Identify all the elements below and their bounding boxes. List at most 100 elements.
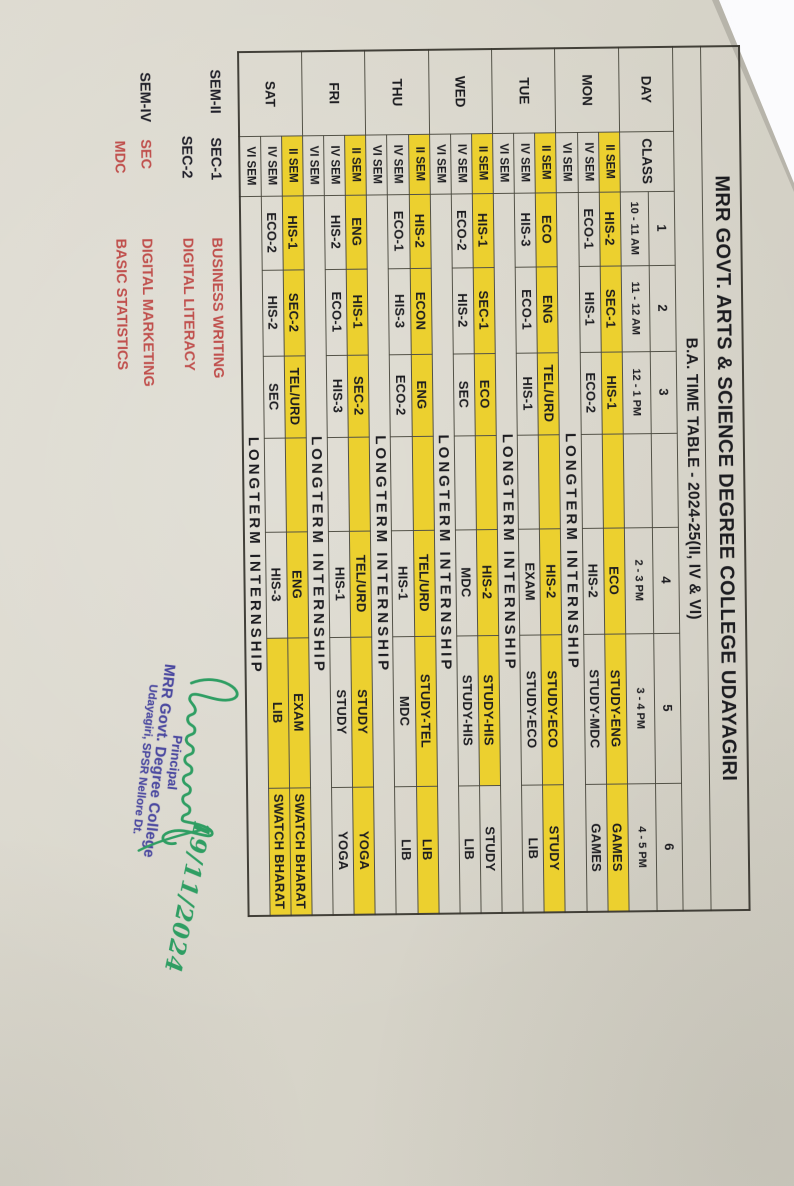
subject-cell: LIB bbox=[266, 637, 290, 788]
subject-cell: ENG bbox=[536, 266, 559, 353]
subject-cell: ECO-2 bbox=[579, 351, 602, 434]
subject-cell: ENG bbox=[286, 531, 309, 638]
sem-label: II SEM bbox=[534, 132, 557, 193]
subject-cell: SEC bbox=[262, 355, 286, 438]
lunch-gap-cell bbox=[580, 433, 604, 528]
subject-cell: ECO bbox=[603, 527, 626, 634]
period-number: 4 bbox=[652, 526, 680, 634]
note-sem-label: SEM-IV bbox=[136, 72, 153, 123]
sem-label: IV SEM bbox=[323, 134, 346, 196]
sem-label: II SEM bbox=[344, 134, 367, 195]
note-subject: BUSINESS WRITING bbox=[208, 237, 227, 379]
sem-label: VI SEM bbox=[429, 133, 452, 194]
sem-label: II SEM bbox=[281, 135, 304, 196]
subject-cell: MDC bbox=[455, 529, 478, 636]
subject-cell: HIS-1 bbox=[600, 351, 624, 434]
subject-cell: SEC-1 bbox=[473, 267, 496, 354]
day-name: WED bbox=[428, 49, 493, 134]
rotated-document: MRR GOVT. ARTS & SCIENCE DEGREE COLLEGE … bbox=[80, 45, 751, 975]
subject-cell: HIS-2 bbox=[581, 527, 605, 634]
subject-cell: LIB bbox=[394, 786, 418, 915]
subject-cell: HIS-2 bbox=[452, 267, 475, 354]
period-time: 12 - 1 PM bbox=[622, 351, 652, 434]
class-header: CLASS bbox=[619, 130, 675, 192]
subject-cell: HIS-2 bbox=[408, 193, 431, 269]
subject-cell: HIS-2 bbox=[324, 194, 347, 270]
subject-cell: GAMES bbox=[585, 783, 608, 913]
lunch-gap-cell bbox=[411, 435, 435, 531]
subject-cell: HIS-2 bbox=[261, 269, 285, 356]
subject-cell: ECO bbox=[535, 192, 558, 267]
subject-cell: ECO-1 bbox=[515, 266, 538, 353]
subject-cell: STUDY-HIS bbox=[456, 635, 480, 786]
day-name: TUE bbox=[491, 48, 556, 134]
sem-label: VI SEM bbox=[492, 132, 515, 194]
subject-cell: EXAM bbox=[287, 637, 311, 788]
subject-cell: ECON bbox=[409, 267, 432, 355]
subject-cell: STUDY bbox=[350, 636, 374, 787]
day-name: SAT bbox=[238, 51, 303, 137]
period-time: 3 - 4 PM bbox=[625, 633, 656, 784]
sem-label: VI SEM bbox=[365, 134, 388, 195]
subject-cell: STUDY bbox=[479, 784, 503, 914]
period-number: 1 bbox=[648, 190, 676, 266]
lunch-gap-header bbox=[651, 432, 679, 528]
sem-label: IV SEM bbox=[513, 132, 536, 193]
subject-cell: SEC-1 bbox=[599, 265, 623, 352]
subject-cell: MDC bbox=[393, 636, 417, 787]
subject-cell: HIS-3 bbox=[326, 354, 349, 438]
subject-cell: ECO-1 bbox=[325, 268, 348, 356]
lunch-gap-cell bbox=[475, 435, 498, 530]
lunch-gap-cell bbox=[601, 433, 625, 528]
subject-cell: ECO-2 bbox=[389, 354, 412, 437]
note-sem-label: SEM-II bbox=[206, 69, 223, 114]
sem-label: VI SEM bbox=[239, 135, 261, 197]
subject-cell: ECO-2 bbox=[451, 193, 474, 268]
subject-cell: STUDY bbox=[542, 784, 566, 913]
lunch-gap-cell bbox=[285, 437, 308, 532]
subject-cell: ECO-1 bbox=[577, 191, 600, 266]
period-number: 5 bbox=[653, 632, 682, 784]
lunch-gap-cell bbox=[327, 436, 350, 532]
note-section: SEC bbox=[137, 139, 154, 170]
subject-cell: HIS-3 bbox=[514, 192, 537, 267]
subject-cell: YOGA bbox=[352, 786, 376, 915]
subject-cell: STUDY-HIS bbox=[477, 634, 501, 786]
subject-cell: ECO bbox=[474, 353, 497, 436]
note-section: SEC-1 bbox=[207, 137, 224, 181]
subject-cell: HIS-3 bbox=[265, 531, 288, 638]
period-number: 3 bbox=[650, 350, 678, 434]
subject-cell: TEL/URD bbox=[284, 355, 307, 438]
subject-cell: LIB bbox=[416, 785, 439, 915]
sem-label: IV SEM bbox=[387, 134, 409, 195]
subject-cell: YOGA bbox=[331, 786, 355, 916]
subject-cell: HIS-1 bbox=[282, 195, 305, 270]
note-subject: DIGITAL MARKETING bbox=[138, 238, 157, 387]
subject-cell: SEC-2 bbox=[347, 354, 370, 437]
note-section: SEC-2 bbox=[178, 135, 195, 179]
note-section: MDC bbox=[111, 140, 128, 174]
sem-label: VI SEM bbox=[555, 131, 578, 193]
subject-cell: HIS-1 bbox=[516, 352, 539, 435]
subject-cell: STUDY-ECO bbox=[519, 634, 543, 785]
note-subject: DIGITAL LITERACY bbox=[179, 237, 197, 372]
subject-cell: ENG bbox=[345, 194, 368, 269]
subject-cell: HIS-1 bbox=[472, 193, 495, 268]
period-time: 10 - 11 AM bbox=[620, 191, 650, 266]
subject-cell: HIS-3 bbox=[388, 268, 411, 355]
period-number: 6 bbox=[655, 782, 684, 912]
period-time: 11 - 12 AM bbox=[620, 265, 651, 352]
sem-label: II SEM bbox=[471, 133, 494, 194]
subject-cell: STUDY-MDC bbox=[583, 633, 607, 784]
subject-cell: TEL/URD bbox=[349, 530, 373, 637]
note-subject: BASIC STATISTICS bbox=[112, 238, 130, 371]
sem-label: II SEM bbox=[598, 131, 621, 192]
sem-label: II SEM bbox=[408, 133, 430, 195]
subject-cell: SWATCH BHARAT bbox=[289, 787, 313, 916]
day-header: DAY bbox=[618, 46, 674, 132]
period-time: 2 - 3 PM bbox=[624, 527, 654, 634]
subject-cell: GAMES bbox=[606, 783, 629, 912]
subject-cell: HIS-2 bbox=[598, 191, 621, 266]
